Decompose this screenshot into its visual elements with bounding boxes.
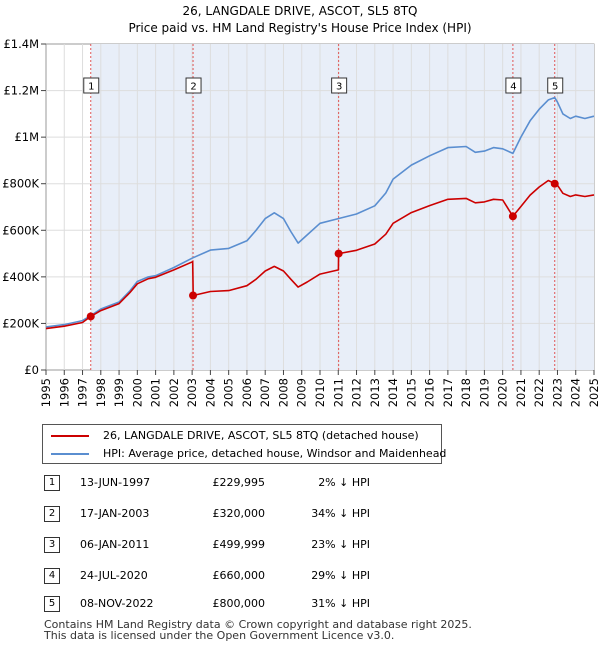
sale-date: 13-JUN-1997 [80, 476, 151, 489]
table-row: 4 24-JUL-2020 £660,000 29% ↓ HPI [0, 566, 600, 586]
sale-date: 17-JAN-2003 [80, 507, 150, 520]
legend-swatch-property [51, 435, 89, 437]
sale-number-label: 4 [510, 82, 516, 93]
sale-number: 1 [44, 475, 60, 491]
x-tick-label: 2016 [423, 378, 437, 407]
sale-number: 4 [44, 568, 60, 584]
x-tick-label: 2008 [276, 378, 290, 407]
x-tick-label: 2014 [386, 378, 400, 407]
footer-license: This data is licensed under the Open Gov… [44, 629, 395, 642]
sale-hpi-diff: 34% ↓ HPI [311, 507, 370, 520]
x-tick-label: 2006 [240, 378, 254, 407]
sale-hpi-diff: 29% ↓ HPI [311, 569, 370, 582]
sale-hpi-diff: 31% ↓ HPI [311, 597, 370, 610]
sale-number: 2 [44, 506, 60, 522]
x-tick-label: 1997 [76, 378, 90, 407]
x-tick-label: 2023 [550, 378, 564, 407]
footer: Contains HM Land Registry data © Crown c… [44, 619, 472, 641]
x-tick-label: 2020 [496, 378, 510, 407]
x-tick-label: 2013 [368, 378, 382, 407]
sale-number-box [547, 77, 564, 94]
sale-number-label: 3 [336, 82, 342, 93]
y-tick-label: £800K [2, 177, 39, 191]
legend-label-property: 26, LANGDALE DRIVE, ASCOT, SL5 8TQ (deta… [103, 429, 419, 442]
x-tick-label: 2025 [587, 378, 600, 407]
y-tick-label: £0 [24, 363, 39, 377]
x-tick-label: 2021 [514, 378, 528, 407]
x-tick-label: 2009 [295, 378, 309, 407]
x-tick-label: 2002 [167, 378, 181, 407]
x-tick-label: 2000 [130, 378, 144, 407]
x-tick-label: 1999 [112, 378, 126, 407]
sale-number-box [505, 77, 522, 94]
ownership-period-shade [90, 44, 194, 370]
x-tick-label: 2017 [441, 378, 455, 407]
sale-date: 24-JUL-2020 [80, 569, 148, 582]
legend-item-hpi: HPI: Average price, detached house, Wind… [51, 445, 446, 463]
sale-point [334, 249, 343, 258]
sale-number-box [331, 77, 348, 94]
ownership-period-shade [193, 44, 339, 370]
x-tick-label: 2011 [331, 378, 345, 407]
price-chart: 26, LANGDALE DRIVE, ASCOT, SL5 8TQ Price… [2, 4, 600, 407]
sale-hpi-diff: 23% ↓ HPI [311, 538, 370, 551]
x-tick-label: 2019 [477, 378, 491, 407]
sale-number-label: 2 [190, 82, 196, 93]
property-price-line [45, 179, 595, 330]
x-tick-label: 1998 [94, 378, 108, 407]
sale-point [550, 179, 559, 188]
x-tick-label: 2003 [185, 378, 199, 407]
y-tick-label: £600K [2, 223, 39, 237]
sale-point [508, 212, 517, 221]
sale-number-box [83, 77, 100, 94]
x-tick-label: 2007 [258, 378, 272, 407]
footer-copyright: Contains HM Land Registry data © Crown c… [44, 618, 472, 631]
sale-price: £229,995 [212, 476, 266, 489]
legend-swatch-hpi [51, 453, 89, 455]
sale-number-box [185, 77, 202, 94]
y-tick-label: £1M [14, 130, 39, 144]
table-row: 2 17-JAN-2003 £320,000 34% ↓ HPI [0, 504, 600, 524]
sale-date: 06-JAN-2011 [80, 538, 150, 551]
sale-number-label: 5 [552, 82, 558, 93]
y-tick-label: £1.4M [3, 37, 39, 51]
x-tick-label: 2015 [404, 378, 418, 407]
legend-label-hpi: HPI: Average price, detached house, Wind… [103, 447, 447, 460]
legend-item-property: 26, LANGDALE DRIVE, ASCOT, SL5 8TQ (deta… [51, 427, 419, 445]
x-tick-label: 2022 [532, 378, 546, 407]
x-tick-label: 2005 [222, 378, 236, 407]
x-tick-label: 2010 [313, 378, 327, 407]
hpi-line [45, 96, 595, 328]
x-tick-label: 1996 [57, 378, 71, 407]
table-row: 3 06-JAN-2011 £499,999 23% ↓ HPI [0, 535, 600, 555]
sale-price: £499,999 [212, 538, 266, 551]
x-tick-label: 2012 [350, 378, 364, 407]
sale-price: £800,000 [212, 597, 266, 610]
sale-price: £660,000 [212, 569, 266, 582]
x-tick-label: 2024 [569, 378, 583, 407]
x-tick-label: 2004 [203, 378, 217, 407]
sale-number-label: 1 [88, 82, 94, 93]
sale-price: £320,000 [212, 507, 266, 520]
sale-point [189, 291, 198, 300]
sale-number: 5 [44, 596, 60, 612]
ownership-period-shade [554, 44, 594, 370]
x-tick-label: 2001 [149, 378, 163, 407]
y-tick-label: £1.2M [3, 84, 39, 98]
sale-date: 08-NOV-2022 [80, 597, 154, 610]
chart-title: 26, LANGDALE DRIVE, ASCOT, SL5 8TQ [183, 4, 418, 18]
x-tick-label: 1995 [39, 378, 53, 407]
sale-hpi-diff: 2% ↓ HPI [318, 476, 370, 489]
x-tick-label: 2018 [459, 378, 473, 407]
y-tick-label: £200K [2, 316, 39, 330]
chart-subtitle: Price paid vs. HM Land Registry's House … [128, 21, 471, 35]
table-row: 5 08-NOV-2022 £800,000 31% ↓ HPI [0, 594, 600, 614]
sale-point [86, 312, 95, 321]
y-tick-label: £400K [2, 270, 39, 284]
sale-number: 3 [44, 537, 60, 553]
table-row: 1 13-JUN-1997 £229,995 2% ↓ HPI [0, 473, 600, 493]
legend: 26, LANGDALE DRIVE, ASCOT, SL5 8TQ (deta… [42, 424, 446, 464]
